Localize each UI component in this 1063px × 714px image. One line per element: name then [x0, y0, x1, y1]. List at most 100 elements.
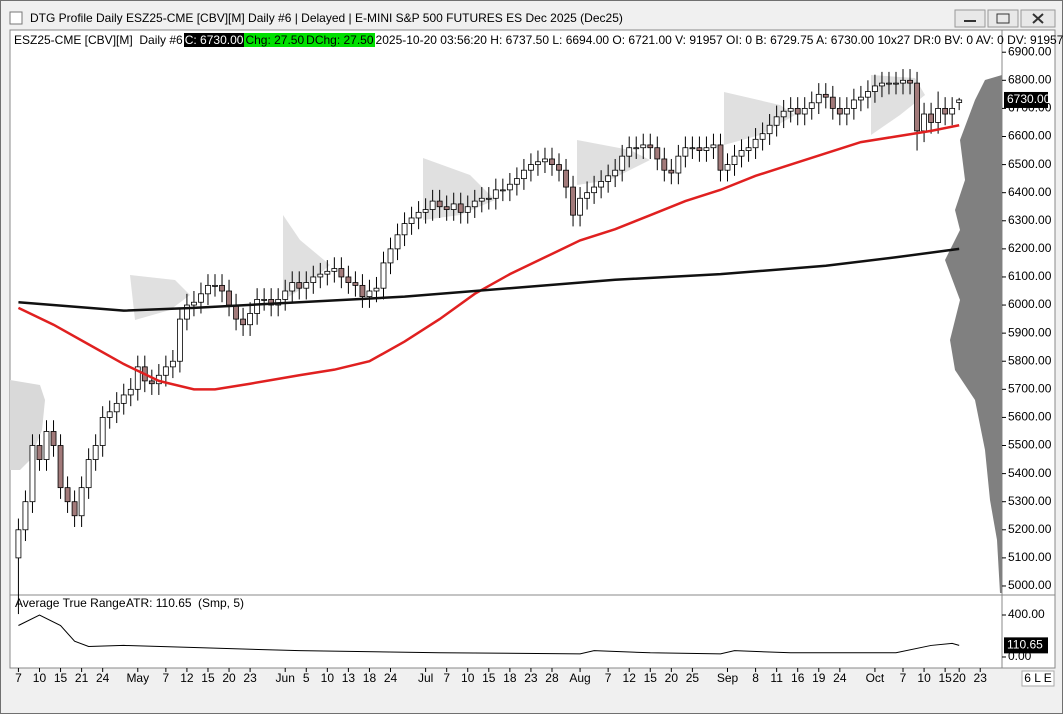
maximize-button[interactable] [987, 9, 1019, 28]
x-tick-label: 7 [15, 671, 22, 685]
x-tick-label: 20 [952, 671, 966, 685]
y-tick-label: 5400.00 [1008, 466, 1052, 480]
symbol: ESZ25-CME [CBV][M] Daily #6 [14, 33, 183, 47]
daily-change-field: DChg: 27.50 [305, 33, 375, 47]
info-bar: ESZ25-CME [CBV][M] Daily #6 C: 6730.00 Chg… [13, 32, 1063, 48]
candle-body [506, 183, 513, 191]
candle-body [85, 459, 92, 489]
candle-body [92, 445, 99, 460]
candle-body [577, 197, 583, 216]
moving-average [17, 124, 960, 391]
candle-body [233, 304, 239, 320]
candle-body [352, 282, 359, 286]
maximize-icon [996, 13, 1010, 24]
candle-body [598, 181, 605, 188]
candle-body [282, 290, 289, 300]
status-box[interactable] [1021, 670, 1055, 687]
candle-body [134, 366, 141, 390]
candle-body [843, 107, 850, 115]
moving-average [18, 247, 960, 312]
candle-body [36, 445, 43, 460]
candle-body [647, 144, 654, 149]
x-tick-label: 15 [54, 671, 68, 685]
close-icon [1032, 13, 1044, 24]
candle-body [682, 147, 689, 157]
candle-body [464, 206, 471, 213]
candle-body [198, 293, 204, 303]
candle-body [745, 147, 752, 151]
x-tick-label: 5 [303, 671, 310, 685]
candle-body [345, 276, 352, 283]
candle-body [801, 107, 808, 115]
y-tick-label: 6500.00 [1008, 157, 1052, 171]
candle-body [492, 189, 499, 199]
minimize-button[interactable] [954, 9, 986, 28]
candle-body [738, 150, 745, 157]
candle-body [394, 234, 401, 250]
change-field: Chg: 27.50 [244, 33, 306, 47]
candle-body [879, 82, 885, 87]
x-tick-label: 12 [180, 671, 194, 685]
y-tick-label: 400.00 [1008, 607, 1045, 621]
candle-body [935, 107, 942, 123]
candle-body [113, 402, 120, 413]
candle-body [338, 268, 345, 278]
x-tick-label: 7 [443, 671, 450, 685]
candle-body [591, 186, 598, 194]
candle-body [240, 318, 246, 326]
y-tick-label: 5200.00 [1008, 522, 1052, 536]
candle-body [731, 155, 738, 165]
x-tick-label: 15 [644, 671, 658, 685]
x-tick-label: Sep [717, 671, 739, 685]
candle-body [921, 113, 927, 132]
candle-body [78, 487, 85, 517]
candle-body [191, 301, 197, 306]
candle-body [640, 144, 647, 149]
candle-body [766, 124, 773, 135]
x-tick-label: 20 [222, 671, 236, 685]
y-tick-label: 5600.00 [1008, 410, 1052, 424]
candle-body [212, 284, 218, 287]
candle-body [661, 158, 668, 171]
candle-body [633, 147, 640, 150]
x-tick-label: 18 [363, 671, 377, 685]
candle-body [570, 186, 576, 216]
y-tick-label: 6800.00 [1008, 72, 1052, 86]
close-field: C: 6730.00 [183, 33, 245, 47]
x-tick-label: 7 [163, 671, 170, 685]
candle-body [162, 366, 169, 376]
x-tick-label: 23 [524, 671, 538, 685]
x-tick-label: 7 [900, 671, 907, 685]
candle-body [703, 147, 710, 151]
candle-body [71, 501, 78, 517]
candle-body [815, 93, 822, 104]
x-tick-label: 23 [243, 671, 257, 685]
candle-body [289, 282, 296, 292]
candle-body [15, 529, 22, 559]
last-value-label: 110.65 [1007, 638, 1043, 652]
candle-body [415, 211, 422, 219]
x-tick-label: Oct [866, 671, 885, 685]
y-tick-label: 5000.00 [1008, 578, 1052, 592]
x-tick-label: Jun [276, 671, 295, 685]
x-tick-label: 10 [33, 671, 47, 685]
candle-body [563, 169, 569, 188]
candle-body [956, 99, 963, 103]
volume-profile [283, 215, 330, 300]
candle-body [780, 110, 787, 118]
candle-body [829, 96, 836, 109]
candle-body [120, 394, 127, 404]
candle-body [724, 164, 731, 171]
candle-body [387, 248, 394, 264]
y-tick-label: 6100.00 [1008, 269, 1052, 283]
x-tick-label: 19 [812, 671, 826, 685]
app-icon [9, 11, 23, 25]
x-tick-label: 23 [974, 671, 988, 685]
y-tick-label: 6900.00 [1008, 44, 1052, 58]
candle-body [450, 203, 457, 210]
last-value-label: 6730.00 [1007, 92, 1051, 106]
candle-body [373, 287, 380, 292]
candle-body [205, 284, 211, 295]
indicator-params: (Smp, 5) [198, 596, 244, 610]
